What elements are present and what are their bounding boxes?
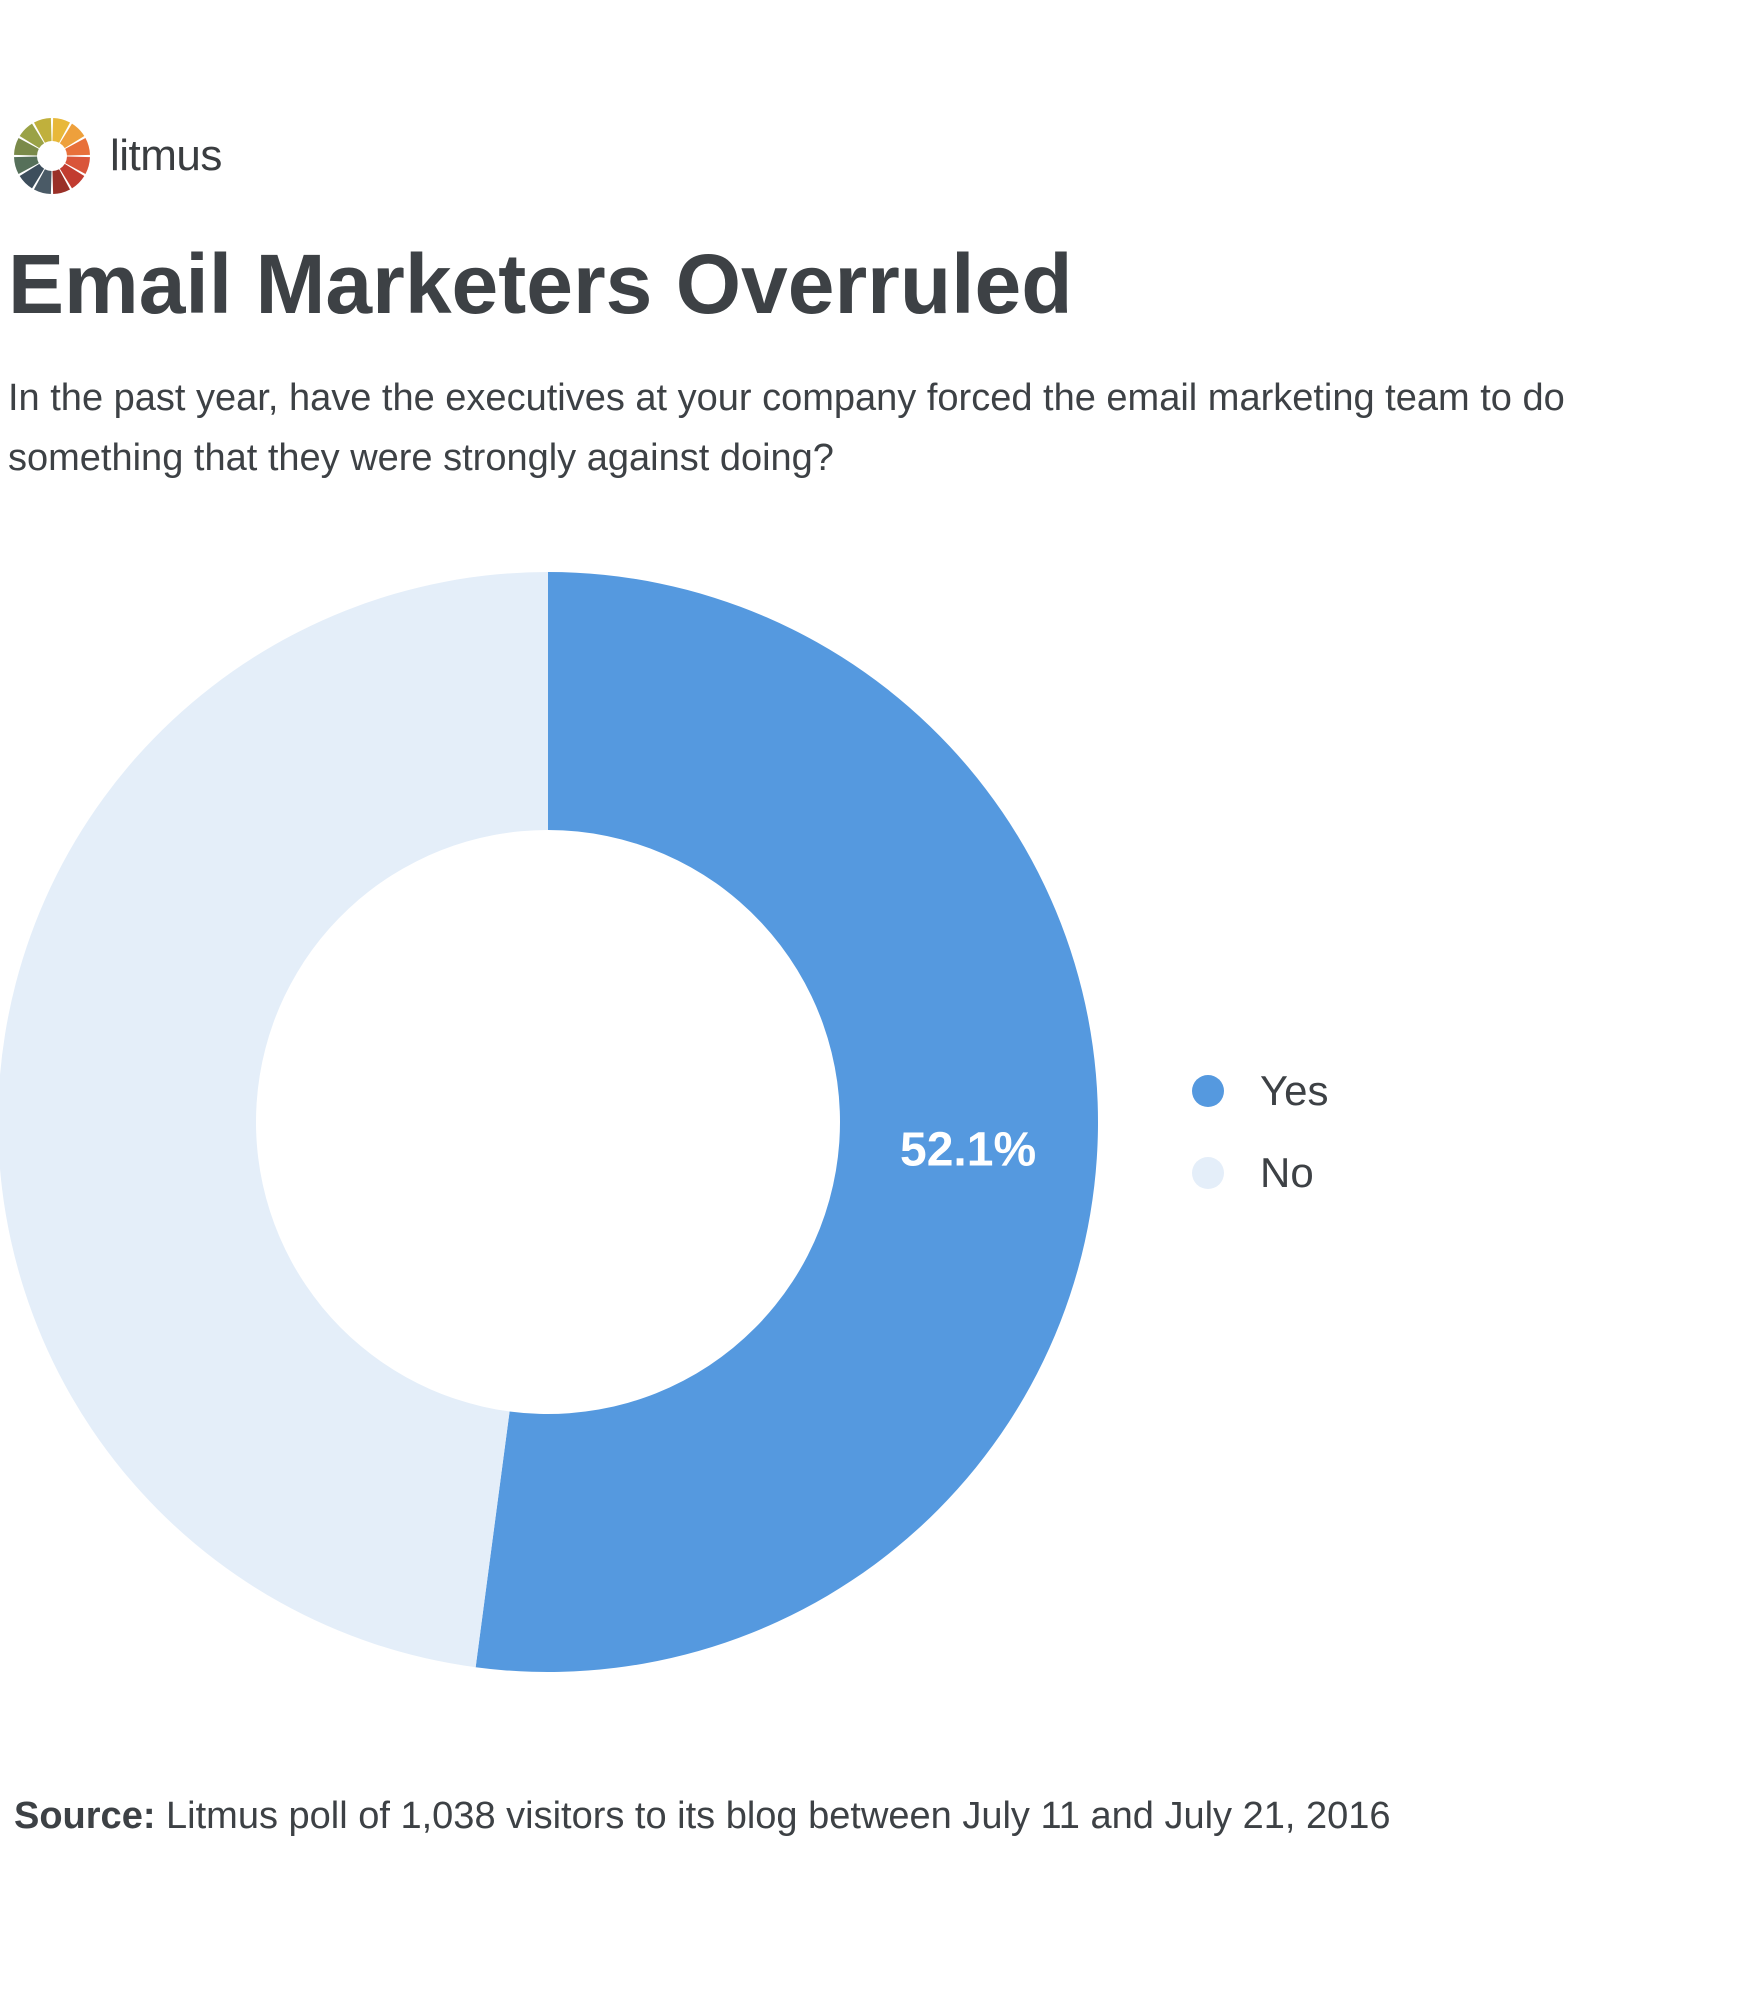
source-note: Source: Litmus poll of 1,038 visitors to… (14, 1795, 1391, 1838)
legend-item-no: No (1192, 1132, 1329, 1214)
logo-wheel-segment (52, 118, 71, 143)
logo-wheel-segment (33, 169, 52, 194)
logo-wheel-segment (52, 169, 71, 194)
chart-subtitle: In the past year, have the executives at… (8, 377, 1565, 479)
chart-legend: Yes No (1192, 1050, 1329, 1214)
chart-title: Email Marketers Overruled (8, 237, 1073, 331)
logo-wheel-segment (19, 163, 45, 189)
legend-label-yes: Yes (1260, 1067, 1329, 1114)
legend-swatch-no (1192, 1157, 1224, 1189)
litmus-color-wheel-icon (14, 118, 90, 194)
brand-name: litmus (110, 131, 222, 180)
logo-wheel-segment (19, 123, 45, 149)
logo-wheel-segment (33, 118, 52, 143)
logo-wheel-segment (65, 156, 90, 175)
data-label-yes: 52.1% (900, 1123, 1036, 1176)
logo-wheel-segment (65, 137, 90, 156)
logo-wheel-segment (59, 123, 85, 149)
legend-swatch-yes (1192, 1075, 1224, 1107)
donut-slice-no (0, 572, 548, 1668)
donut-chart: 52.1% (0, 572, 1098, 1672)
legend-label-no: No (1260, 1149, 1314, 1196)
logo-wheel-segment (14, 137, 39, 156)
logo-wheel-segment (59, 163, 85, 189)
legend-item-yes: Yes (1192, 1050, 1329, 1132)
logo-wheel-segment (14, 156, 39, 175)
source-text: Litmus poll of 1,038 visitors to its blo… (155, 1795, 1391, 1837)
source-label: Source: (14, 1795, 156, 1837)
donut-slice-yes (475, 572, 1098, 1672)
brand-logo: litmus (12, 116, 222, 196)
